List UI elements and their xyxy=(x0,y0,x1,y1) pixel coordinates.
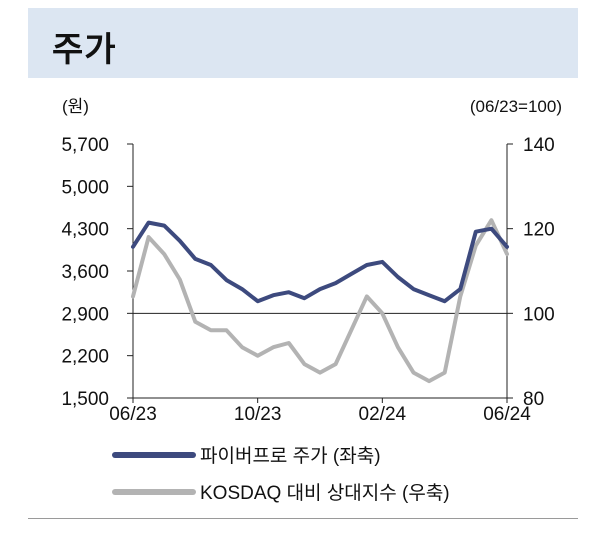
legend-label: KOSDAQ 대비 상대지수 (우축) xyxy=(200,482,450,504)
x-tick-label: 06/24 xyxy=(483,404,531,425)
left-tick-label: 3,600 xyxy=(61,262,109,283)
left-tick-label: 5,700 xyxy=(61,135,109,156)
right-axis-unit: (06/23=100) xyxy=(470,97,562,116)
left-tick-label: 1,500 xyxy=(61,389,109,410)
right-tick-label: 120 xyxy=(523,220,555,241)
x-tick-label: 02/24 xyxy=(359,404,407,425)
page-title: 주가 xyxy=(52,30,117,70)
bottom-divider xyxy=(28,518,578,519)
right-tick-label: 80 xyxy=(523,389,544,410)
left-tick-label: 4,300 xyxy=(61,220,109,241)
left-axis-unit: (원) xyxy=(62,97,89,116)
right-tick-label: 140 xyxy=(523,135,555,156)
left-tick-label: 2,900 xyxy=(61,304,109,325)
series-line-relative-index xyxy=(131,218,509,384)
x-tick-label: 06/23 xyxy=(109,404,157,425)
x-tick-label: 10/23 xyxy=(234,404,282,425)
left-tick-label: 5,000 xyxy=(61,177,109,198)
right-tick-label: 100 xyxy=(523,304,555,325)
series-line-stock-price xyxy=(131,220,509,304)
title-bar: 주가 xyxy=(28,8,578,78)
legend-label: 파이버프로 주가 (좌축) xyxy=(200,445,381,467)
left-tick-label: 2,200 xyxy=(61,347,109,368)
